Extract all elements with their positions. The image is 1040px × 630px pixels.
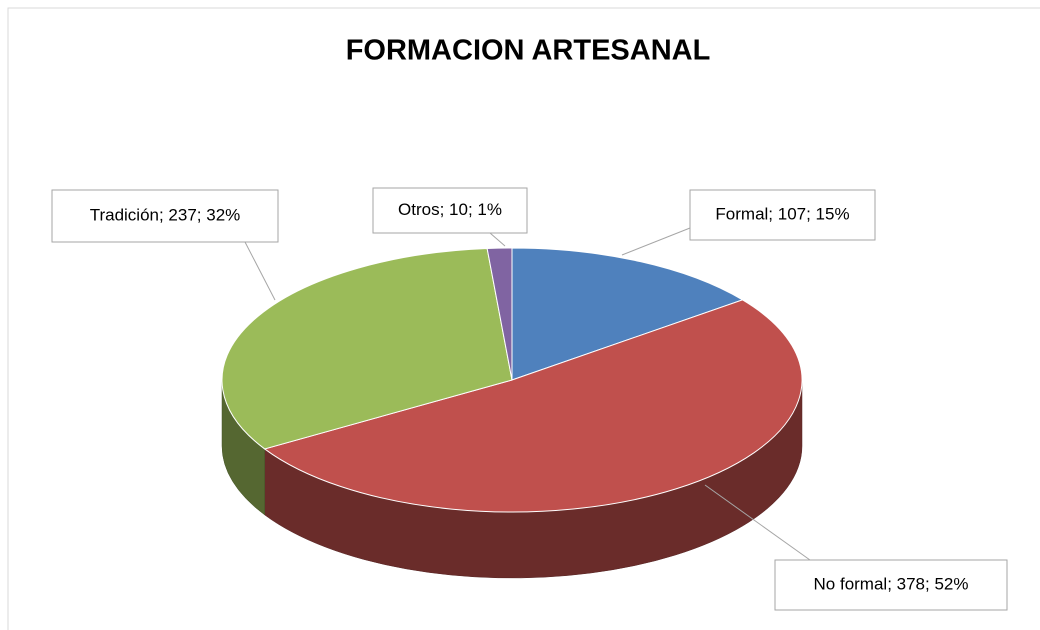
- slice: [263, 299, 803, 513]
- label-box: [774, 559, 1008, 611]
- slice: [511, 247, 744, 381]
- chart-title: FORMACION ARTESANAL: [346, 35, 711, 67]
- slice: [221, 247, 513, 450]
- label-box: [51, 189, 279, 243]
- leader-line: [621, 227, 691, 256]
- leader-line: [704, 484, 811, 561]
- data-label: Tradición; 237; 32%: [90, 205, 241, 224]
- data-label: No formal; 378; 52%: [814, 574, 969, 593]
- data-label: Formal; 107; 15%: [715, 204, 849, 223]
- slice: [486, 247, 513, 381]
- leader-line: [489, 232, 506, 247]
- label-box: [689, 189, 876, 241]
- data-label: Otros; 10; 1%: [398, 200, 502, 219]
- label-box: [372, 187, 528, 234]
- leader-line: [244, 241, 276, 301]
